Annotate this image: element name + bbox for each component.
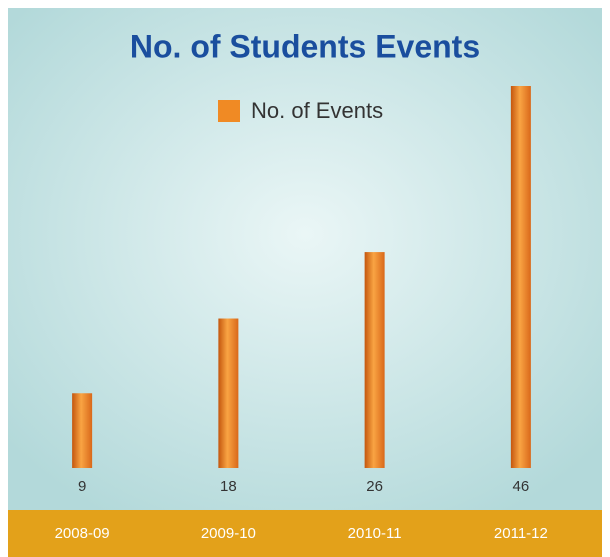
x-tick-label: 2009-10 [201, 525, 256, 542]
bar [510, 86, 531, 468]
value-label: 26 [366, 478, 383, 495]
value-label: 9 [78, 478, 86, 495]
chart-title: No. of Students Events [130, 28, 480, 64]
x-tick-label: 2010-11 [348, 525, 402, 542]
value-label: 18 [220, 478, 237, 495]
bar [364, 252, 385, 468]
bar [72, 393, 93, 468]
bar [218, 318, 239, 468]
category-band [8, 510, 602, 557]
legend-label: No. of Events [251, 98, 383, 123]
plot-background [8, 8, 602, 510]
value-label: 46 [513, 478, 530, 495]
x-tick-label: 2008-09 [55, 525, 110, 542]
legend-swatch [218, 100, 240, 122]
x-tick-label: 2011-12 [494, 525, 548, 542]
